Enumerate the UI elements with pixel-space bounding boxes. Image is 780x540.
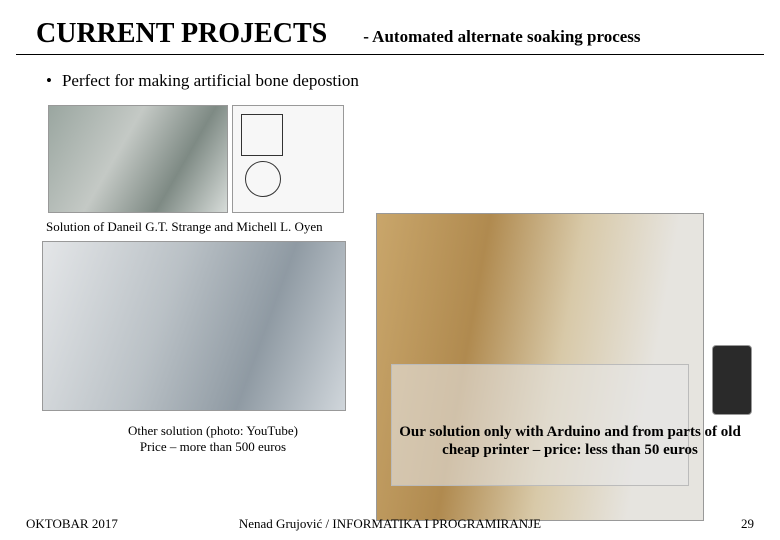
caption-other-line1: Other solution (photo: YouTube) <box>108 423 318 439</box>
caption-solution-credit: Solution of Daneil G.T. Strange and Mich… <box>46 219 323 235</box>
page-subtitle: - Automated alternate soaking process <box>363 27 640 47</box>
footer-page-number: 29 <box>741 516 754 532</box>
footer-center: Nenad Grujović / INFORMATIKA I PROGRAMIR… <box>239 516 541 532</box>
bullet-row: • Perfect for making artificial bone dep… <box>0 55 780 91</box>
caption-other-solution: Other solution (photo: YouTube) Price – … <box>108 423 318 454</box>
footer: OKTOBAR 2017 Nenad Grujović / INFORMATIK… <box>0 516 780 532</box>
header-bar: CURRENT PROJECTS - Automated alternate s… <box>16 0 764 55</box>
page-title: CURRENT PROJECTS <box>36 18 327 50</box>
caption-other-line2: Price – more than 500 euros <box>108 439 318 455</box>
caption-our-line1: Our solution only with Arduino and from … <box>370 423 770 441</box>
image-other-solution <box>42 241 346 411</box>
image-power-adapter <box>712 345 752 415</box>
content-area: Solution of Daneil G.T. Strange and Mich… <box>0 91 780 471</box>
image-schematic-diagram <box>232 105 344 213</box>
caption-our-line2: cheap printer – price: less than 50 euro… <box>370 441 770 459</box>
image-solution-tray <box>48 105 228 213</box>
bullet-marker: • <box>46 71 52 91</box>
caption-our-solution: Our solution only with Arduino and from … <box>370 423 770 459</box>
bullet-text: Perfect for making artificial bone depos… <box>62 71 359 91</box>
image-our-solution <box>376 213 704 521</box>
footer-left: OKTOBAR 2017 <box>26 516 118 532</box>
